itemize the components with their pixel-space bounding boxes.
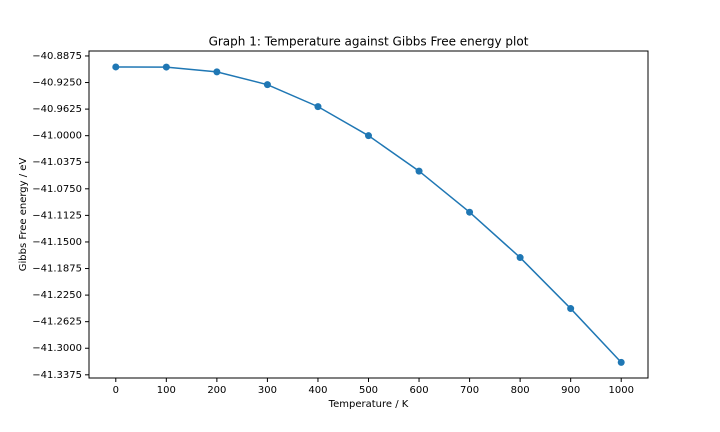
point: [365, 132, 372, 140]
point: [567, 305, 575, 313]
chart-title: Graph 1: Temperature against Gibbs Free …: [209, 35, 529, 49]
point: [314, 103, 322, 111]
y-tick-label: −40.8875: [32, 51, 82, 62]
y-tick-label: −41.2250: [32, 290, 82, 301]
point: [617, 358, 625, 366]
y-tick-label: −41.2625: [32, 317, 82, 328]
point: [516, 254, 524, 262]
x-tick-label: 200: [207, 385, 226, 396]
y-tick-label: −41.3000: [32, 343, 82, 354]
y-tick-label: −41.1500: [32, 237, 82, 248]
y-tick-label: −41.3375: [32, 370, 82, 381]
plot-frame: [88, 50, 649, 379]
x-tick-label: 500: [359, 385, 378, 396]
x-tick-label: 600: [409, 385, 428, 396]
y-tick-label: −40.9625: [32, 104, 82, 115]
point: [112, 63, 120, 71]
x-tick-label: 700: [460, 385, 479, 396]
x-axis-label: Temperature / K: [328, 399, 409, 410]
y-tick-label: −41.0375: [32, 157, 82, 168]
point: [466, 208, 474, 216]
x-tick-label: 300: [258, 385, 277, 396]
x-tick-label: 100: [157, 385, 176, 396]
y-tick-label: −41.1125: [32, 210, 82, 221]
point: [162, 63, 170, 71]
x-tick-label: 800: [511, 385, 530, 396]
y-tick-label: −41.0750: [32, 184, 82, 195]
x-tick-label: 1000: [608, 385, 633, 396]
y-tick-label: −41.1875: [32, 264, 82, 275]
point: [415, 167, 423, 175]
x-tick-label: 900: [561, 385, 580, 396]
point: [263, 81, 271, 89]
line: [115, 66, 622, 363]
point: [213, 68, 221, 76]
y-axis-label: Gibbs Free energy / eV: [18, 158, 29, 272]
x-tick-label: 0: [113, 385, 119, 396]
y-tick-label: −40.9250: [32, 78, 82, 89]
y-tick-label: −41.0000: [32, 131, 82, 142]
x-tick-label: 400: [308, 385, 327, 396]
